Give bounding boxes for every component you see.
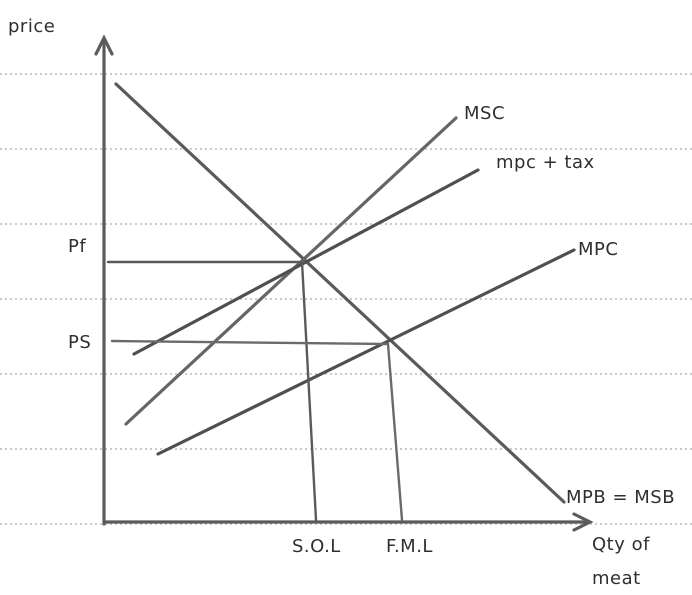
ps-label: PS [68,332,91,353]
y-axis-arrow [94,34,114,56]
y-axis-label: price [8,16,55,37]
mpc-label: MPC [578,239,618,260]
demand-label: MPB = MSB [566,487,675,508]
mpc-curve [156,248,576,456]
x-axis-label-line-2: meat [592,568,641,589]
msc-label: MSC [464,103,505,124]
equilibrium-guides [106,260,404,522]
curves [114,82,576,504]
mpc-tax-label: mpc + tax [496,152,595,173]
ps-horizontal-guide [110,339,390,346]
x-axis-arrow [572,512,594,532]
mpc-plus-tax-curve [132,168,480,356]
axes [94,34,594,532]
soq-vertical-guide [300,260,318,522]
pf-label: Pf [68,236,86,257]
x-axis-label-line-1: Qty of [592,534,650,555]
labels: price MSC mpc + tax MPC MPB = MSB Pf PS … [8,16,675,589]
soq-label: S.O.L [292,536,341,557]
demand-curve [114,82,566,504]
fmq-vertical-guide [386,342,404,522]
notebook-rules [0,73,692,525]
fmq-label: F.M.L [386,536,433,557]
